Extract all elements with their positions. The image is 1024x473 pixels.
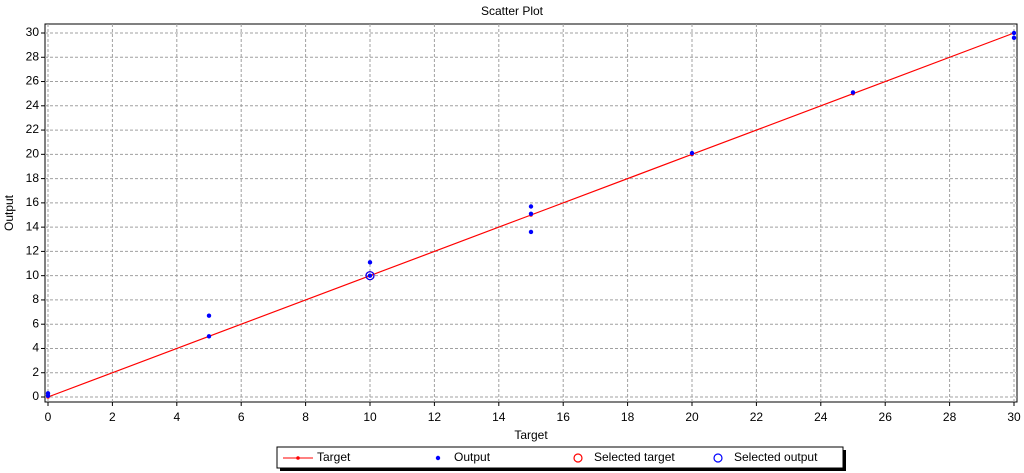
point: [1011, 35, 1017, 41]
legend-marker: [713, 453, 723, 463]
x-tick-label: 26: [879, 410, 893, 424]
legend-marker: [573, 453, 583, 463]
y-tick-label: 28: [26, 49, 40, 63]
x-tick-label: 22: [750, 410, 764, 424]
y-tick-label: 26: [26, 74, 40, 88]
y-tick-label: 14: [26, 219, 40, 233]
point: [689, 150, 695, 156]
point: [1011, 30, 1017, 36]
legend: Target Output Selected target Selected outp…: [276, 446, 846, 471]
point: [367, 273, 373, 278]
point: [850, 90, 856, 95]
x-tick-label: 16: [557, 410, 571, 424]
point: [528, 204, 534, 209]
y-tick-label: 10: [26, 268, 40, 282]
y-tick-label: 8: [32, 292, 39, 306]
point: [45, 393, 51, 398]
x-tick-label: 30: [1007, 410, 1021, 424]
legend-marker: [296, 456, 300, 460]
x-tick-label: 4: [173, 410, 180, 424]
legend-label: Target: [317, 450, 351, 464]
y-tick-label: 20: [26, 147, 40, 161]
x-tick-label: 20: [685, 410, 699, 424]
x-axis-label: Target: [514, 428, 548, 442]
x-tick-label: 12: [428, 410, 442, 424]
legend-marker: [435, 455, 441, 461]
x-tick-label: 6: [238, 410, 245, 424]
y-tick-label: 22: [26, 122, 40, 136]
x-tick-label: 28: [943, 410, 957, 424]
y-axis-label: Output: [2, 194, 16, 231]
legend-label: Selected output: [734, 450, 818, 464]
point: [528, 211, 534, 216]
chart-title: Scatter Plot: [481, 4, 544, 18]
y-tick-label: 2: [32, 365, 39, 379]
point: [528, 229, 534, 235]
x-tick-label: 10: [363, 410, 377, 424]
y-tick-label: 0: [32, 389, 39, 403]
point: [206, 334, 212, 339]
x-tick-label: 18: [621, 410, 635, 424]
point: [367, 260, 373, 265]
legend-label: Output: [454, 450, 491, 464]
x-tick-label: 2: [109, 410, 116, 424]
legend-label: Selected target: [594, 450, 675, 464]
y-tick-label: 18: [26, 171, 40, 185]
legend-box: [276, 446, 844, 469]
x-tick-label: 24: [814, 410, 828, 424]
y-tick-label: 4: [32, 341, 39, 355]
y-tick-label: 30: [26, 25, 40, 39]
y-tick-label: 24: [26, 98, 40, 112]
y-tick-label: 12: [26, 244, 40, 258]
x-tick-label: 0: [45, 410, 52, 424]
point: [206, 313, 212, 318]
x-tick-label: 8: [302, 410, 309, 424]
y-tick-label: 16: [26, 195, 40, 209]
y-tick-label: 6: [32, 316, 39, 330]
x-tick-label: 14: [492, 410, 506, 424]
selected-point: [365, 271, 375, 281]
